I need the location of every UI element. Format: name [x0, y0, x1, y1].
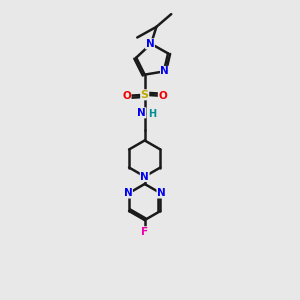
Text: N: N	[160, 66, 169, 76]
Text: O: O	[122, 91, 131, 101]
Text: H: H	[148, 109, 156, 119]
Text: N: N	[146, 39, 154, 49]
Text: N: N	[140, 172, 149, 182]
Text: F: F	[141, 227, 148, 237]
Text: N: N	[157, 188, 166, 198]
Text: O: O	[158, 91, 167, 101]
Text: N: N	[124, 188, 132, 198]
Text: N: N	[137, 108, 146, 118]
Text: S: S	[141, 90, 149, 100]
